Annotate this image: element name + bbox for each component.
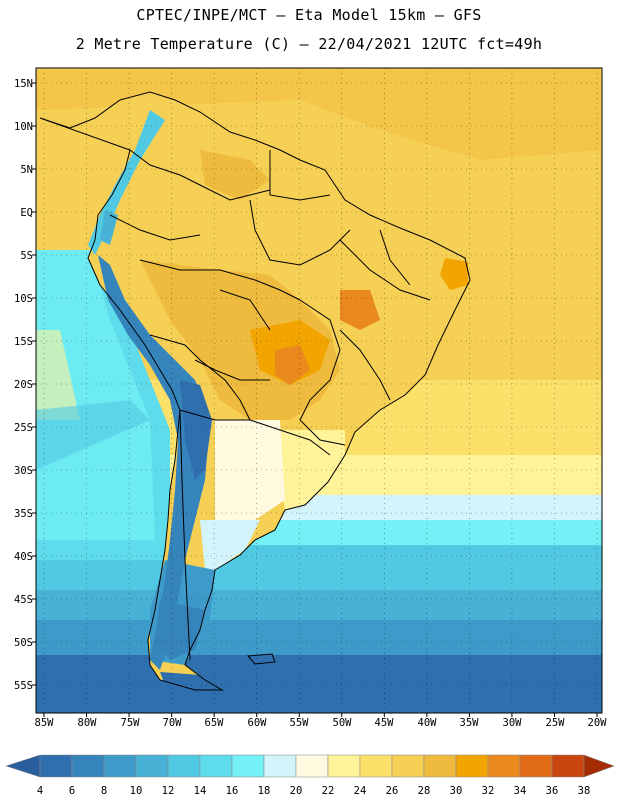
lat-label: 40S — [14, 551, 33, 563]
lat-label: 10N — [14, 121, 33, 133]
lon-label: 50W — [333, 717, 353, 729]
lon-label: 60W — [248, 717, 268, 729]
legend-swatch — [359, 754, 393, 778]
legend-swatch — [199, 754, 233, 778]
legend-value: 16 — [226, 785, 239, 797]
legend-swatch — [39, 754, 73, 778]
color-legend-labels: 4 6 8 10 12 14 16 18 20 22 24 26 28 30 3… — [37, 785, 590, 797]
legend-value: 24 — [354, 785, 367, 797]
legend-swatch — [455, 754, 489, 778]
legend-value: 26 — [386, 785, 399, 797]
legend-value: 14 — [194, 785, 207, 797]
lat-label: 15N — [14, 78, 33, 90]
legend-value: 4 — [37, 785, 43, 797]
lon-label: 45W — [375, 717, 395, 729]
map-frame — [35, 67, 603, 714]
lat-label: 5S — [20, 250, 33, 262]
lon-label: 25W — [546, 717, 566, 729]
lat-label: 25S — [14, 422, 33, 434]
lon-label: 70W — [163, 717, 183, 729]
legend-swatch — [167, 754, 201, 778]
lon-label: 80W — [78, 717, 98, 729]
lon-label: 75W — [121, 717, 141, 729]
lat-label: 5N — [20, 164, 33, 176]
lat-label: EQ — [20, 207, 33, 219]
legend-swatch — [71, 754, 105, 778]
latitude-labels: 15N 10N 5N EQ 5S 10S 15S 20S 25S 30S 35S… — [14, 78, 33, 692]
lon-label: 55W — [290, 717, 310, 729]
lat-label: 10S — [14, 293, 33, 305]
map-title-line-2: 2 Metre Temperature (C) – 22/04/2021 12U… — [75, 35, 543, 53]
lon-label: 65W — [205, 717, 225, 729]
legend-swatch — [423, 754, 457, 778]
lat-label: 20S — [14, 379, 33, 391]
legend-value: 36 — [546, 785, 559, 797]
legend-swatch — [391, 754, 425, 778]
lon-label: 30W — [503, 717, 523, 729]
axis-ticks — [32, 82, 598, 717]
legend-value: 6 — [69, 785, 75, 797]
lat-label: 50S — [14, 637, 33, 649]
lon-label: 40W — [418, 717, 438, 729]
legend-value: 30 — [450, 785, 463, 797]
lon-label: 20W — [588, 717, 608, 729]
lat-label: 15S — [14, 336, 33, 348]
color-legend — [5, 754, 615, 778]
legend-value: 28 — [418, 785, 431, 797]
lon-label: 85W — [35, 717, 55, 729]
legend-swatch — [327, 754, 361, 778]
legend-value: 18 — [258, 785, 271, 797]
legend-swatch — [551, 754, 585, 778]
legend-arrow-low — [5, 754, 41, 778]
temperature-field — [36, 68, 602, 713]
legend-swatch — [103, 754, 137, 778]
legend-value: 22 — [322, 785, 335, 797]
legend-value: 20 — [290, 785, 303, 797]
legend-swatch — [231, 754, 265, 778]
lon-label: 35W — [460, 717, 480, 729]
legend-value: 12 — [162, 785, 175, 797]
legend-arrow-high — [583, 754, 615, 778]
legend-value: 8 — [101, 785, 107, 797]
legend-swatch — [263, 754, 297, 778]
longitude-labels: 85W 80W 75W 70W 65W 60W 55W 50W 45W 40W … — [35, 717, 608, 729]
legend-swatch — [487, 754, 521, 778]
map-title-line-1: CPTEC/INPE/MCT – Eta Model 15km – GFS — [136, 6, 482, 24]
legend-value: 10 — [130, 785, 143, 797]
legend-value: 32 — [482, 785, 495, 797]
lat-label: 55S — [14, 680, 33, 692]
lat-label: 30S — [14, 465, 33, 477]
lat-label: 45S — [14, 594, 33, 606]
country-borders — [39, 91, 471, 691]
legend-swatch — [295, 754, 329, 778]
legend-value: 38 — [578, 785, 591, 797]
legend-swatch — [519, 754, 553, 778]
legend-value: 34 — [514, 785, 527, 797]
lat-label: 35S — [14, 508, 33, 520]
legend-swatch — [135, 754, 169, 778]
